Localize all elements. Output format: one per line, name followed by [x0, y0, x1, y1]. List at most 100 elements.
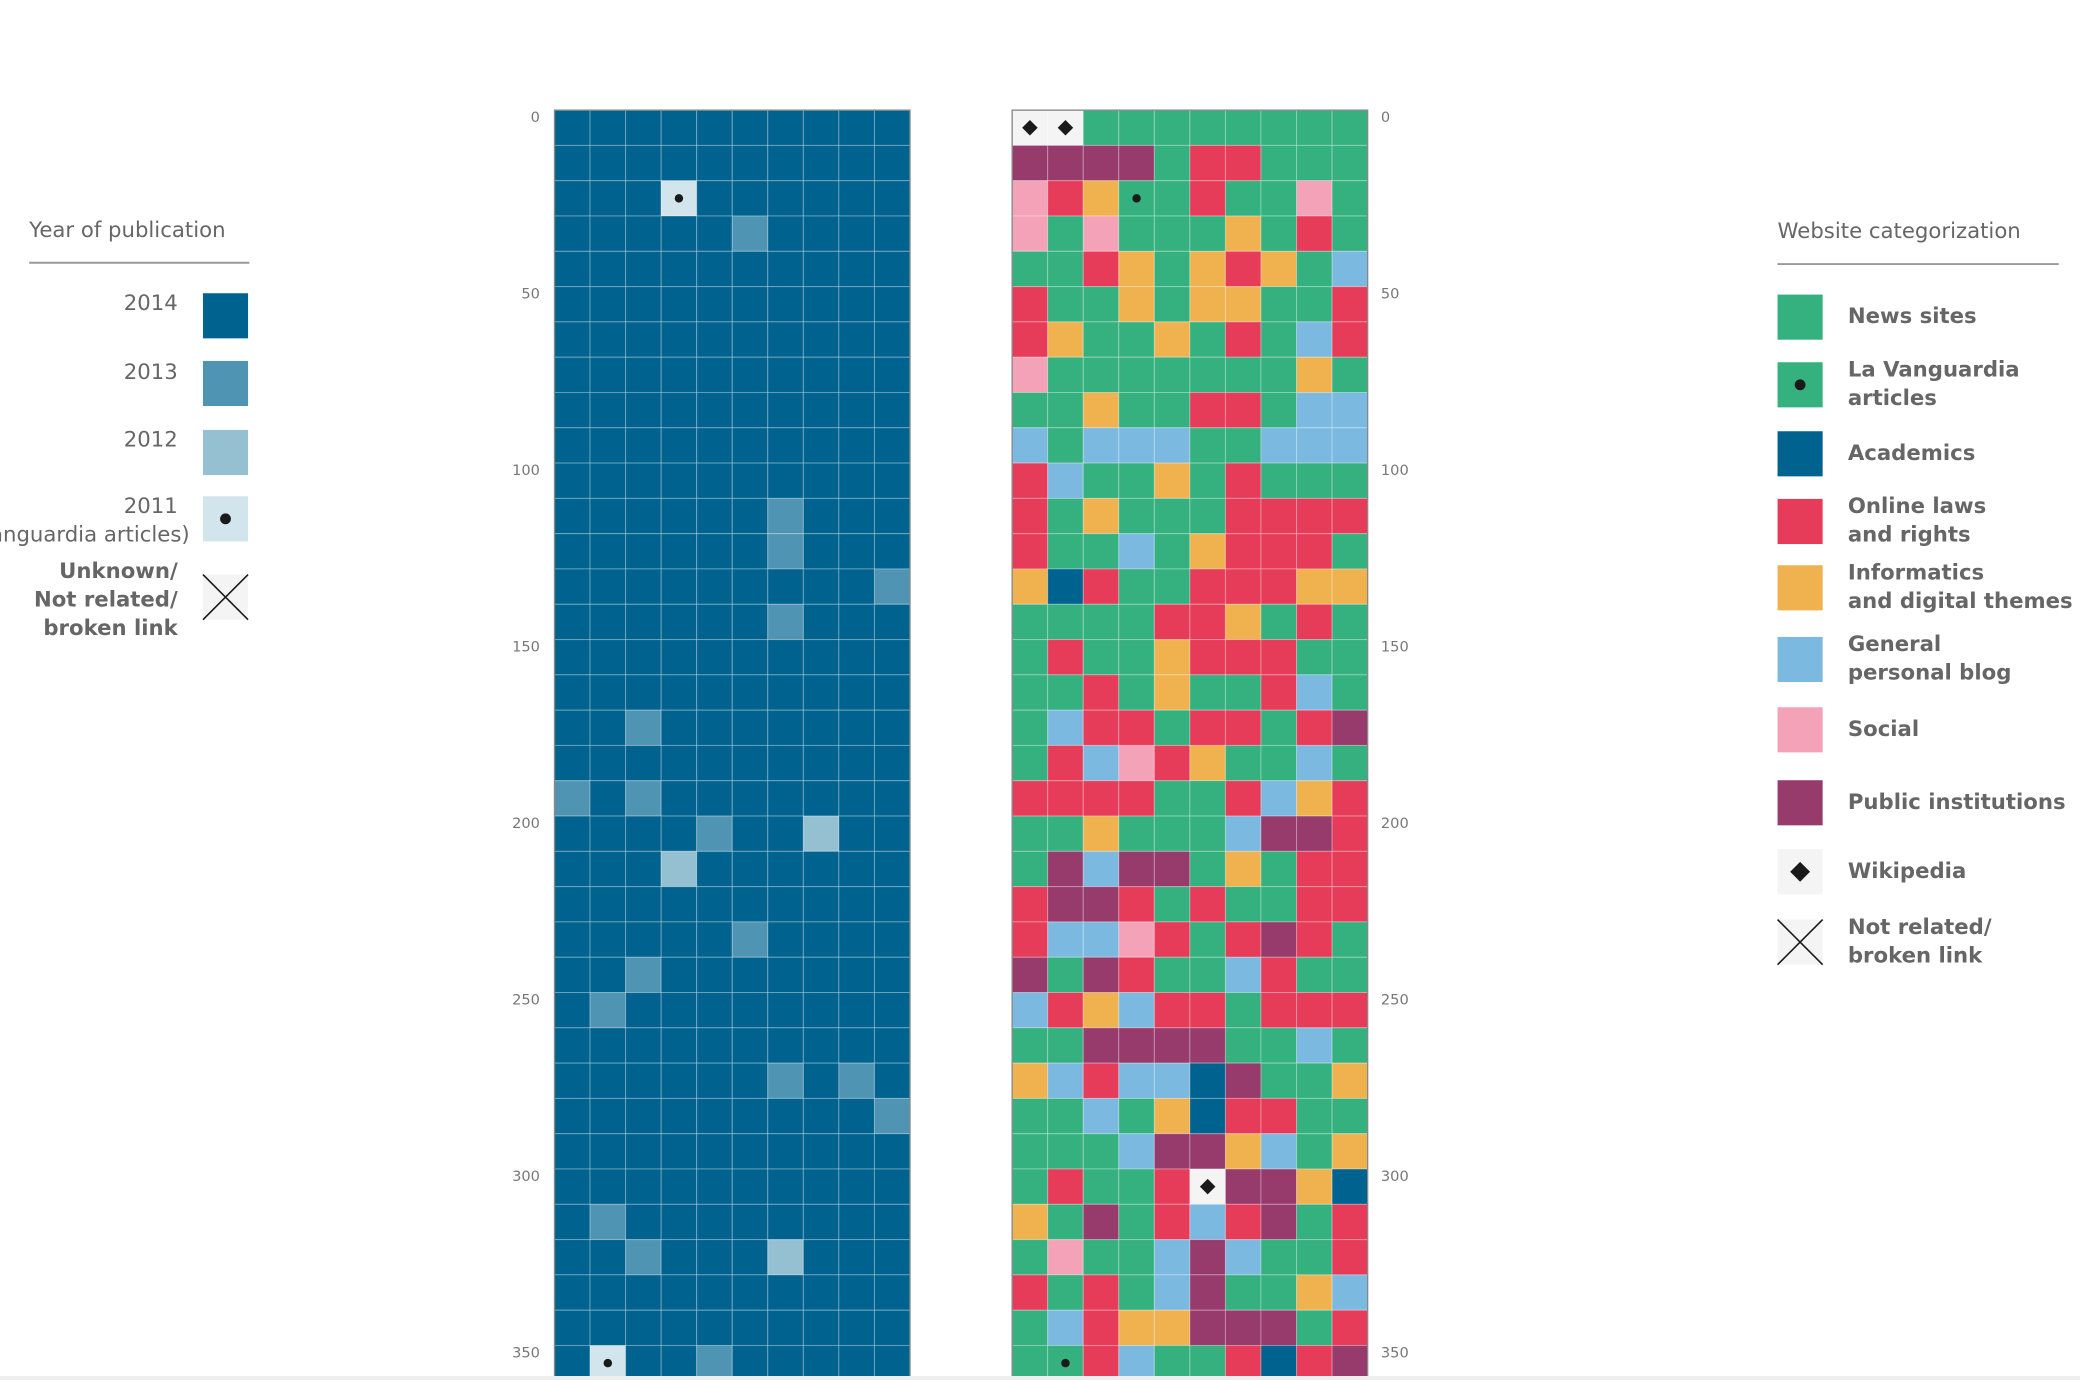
cell	[553, 215, 591, 252]
cell	[696, 286, 733, 323]
cell	[873, 956, 911, 994]
cell	[1118, 356, 1155, 394]
cell	[767, 956, 804, 994]
cell	[1260, 709, 1298, 746]
cell	[731, 1203, 769, 1241]
legend-label: News sites	[1848, 304, 1977, 329]
cell	[1011, 462, 1049, 499]
cell	[1082, 1133, 1120, 1170]
marker-diamond	[1057, 120, 1074, 136]
legend-label: Public institutions	[1848, 790, 2066, 815]
cell	[802, 427, 840, 464]
cell	[731, 744, 769, 782]
cell	[1011, 639, 1049, 676]
cell	[589, 1027, 627, 1064]
legend-swatch	[1777, 294, 1823, 340]
cell	[553, 180, 591, 217]
cell	[589, 356, 627, 394]
cell	[1153, 1239, 1191, 1276]
cell	[1260, 1344, 1298, 1377]
cell	[553, 850, 591, 888]
cell	[625, 886, 662, 923]
cell	[767, 286, 804, 323]
marker-dot	[1132, 194, 1141, 203]
cell	[1224, 180, 1262, 217]
cell	[767, 1309, 804, 1347]
cell	[660, 321, 698, 358]
cell	[838, 780, 875, 817]
cell	[873, 1203, 911, 1241]
legend-label: Academics	[1848, 441, 1975, 466]
cell	[767, 427, 804, 464]
cell	[1082, 1309, 1120, 1347]
cell	[1047, 1027, 1084, 1064]
cell	[1011, 744, 1049, 782]
cell	[1224, 321, 1262, 358]
row-tick-label: 0	[1381, 109, 1390, 126]
row-tick-label: 250	[1381, 991, 1409, 1008]
cell	[873, 356, 911, 394]
cell	[660, 1027, 698, 1064]
cell	[1082, 921, 1120, 958]
cell	[1296, 956, 1333, 994]
cell	[696, 1168, 733, 1205]
cell	[589, 744, 627, 782]
cell	[1082, 497, 1120, 535]
cell	[1224, 286, 1262, 323]
cell	[660, 1097, 698, 1135]
cell	[838, 992, 875, 1029]
cell	[696, 639, 733, 676]
cell	[553, 1027, 591, 1064]
cell	[696, 250, 733, 288]
cell	[1224, 1062, 1262, 1099]
legend-label: Not related/	[1848, 915, 1992, 940]
cell	[1047, 709, 1084, 746]
cell	[1189, 1203, 1226, 1241]
cell	[1260, 1309, 1298, 1347]
cell	[767, 497, 804, 535]
cell	[696, 921, 733, 958]
cell	[1189, 1344, 1226, 1377]
cell	[1118, 850, 1155, 888]
cell	[838, 1203, 875, 1241]
cell	[1331, 744, 1369, 782]
cell	[873, 886, 911, 923]
cell	[696, 391, 733, 429]
cell	[660, 956, 698, 994]
cell	[660, 603, 698, 641]
cell	[1224, 1239, 1262, 1276]
row-tick-label: 50	[521, 286, 540, 303]
cell	[1047, 956, 1084, 994]
cell	[1224, 1027, 1262, 1064]
cell	[625, 1133, 662, 1170]
cell	[838, 1097, 875, 1135]
cell	[1011, 780, 1049, 817]
cell	[1047, 462, 1084, 499]
cell	[767, 180, 804, 217]
cell	[1011, 321, 1049, 358]
cell	[1153, 144, 1191, 182]
row-tick-label: 150	[1381, 639, 1409, 656]
cell	[1189, 1309, 1226, 1347]
cell	[1331, 780, 1369, 817]
cell	[1011, 850, 1049, 888]
cell	[731, 1344, 769, 1377]
cell	[1331, 639, 1369, 676]
cell	[838, 497, 875, 535]
cell	[1153, 1203, 1191, 1241]
cell	[1260, 497, 1298, 535]
cell	[1189, 1133, 1226, 1170]
cell	[1047, 1168, 1084, 1205]
cell	[696, 533, 733, 570]
cell	[838, 744, 875, 782]
legend-label: La Vanguardia	[1848, 358, 2020, 383]
cell	[1296, 250, 1333, 288]
cell	[1011, 1344, 1049, 1377]
cell	[1118, 992, 1155, 1029]
cell	[1189, 992, 1226, 1029]
cell	[1189, 956, 1226, 994]
cell	[1153, 886, 1191, 923]
cell	[1047, 427, 1084, 464]
marker-dot	[1794, 379, 1806, 391]
cell	[589, 603, 627, 641]
